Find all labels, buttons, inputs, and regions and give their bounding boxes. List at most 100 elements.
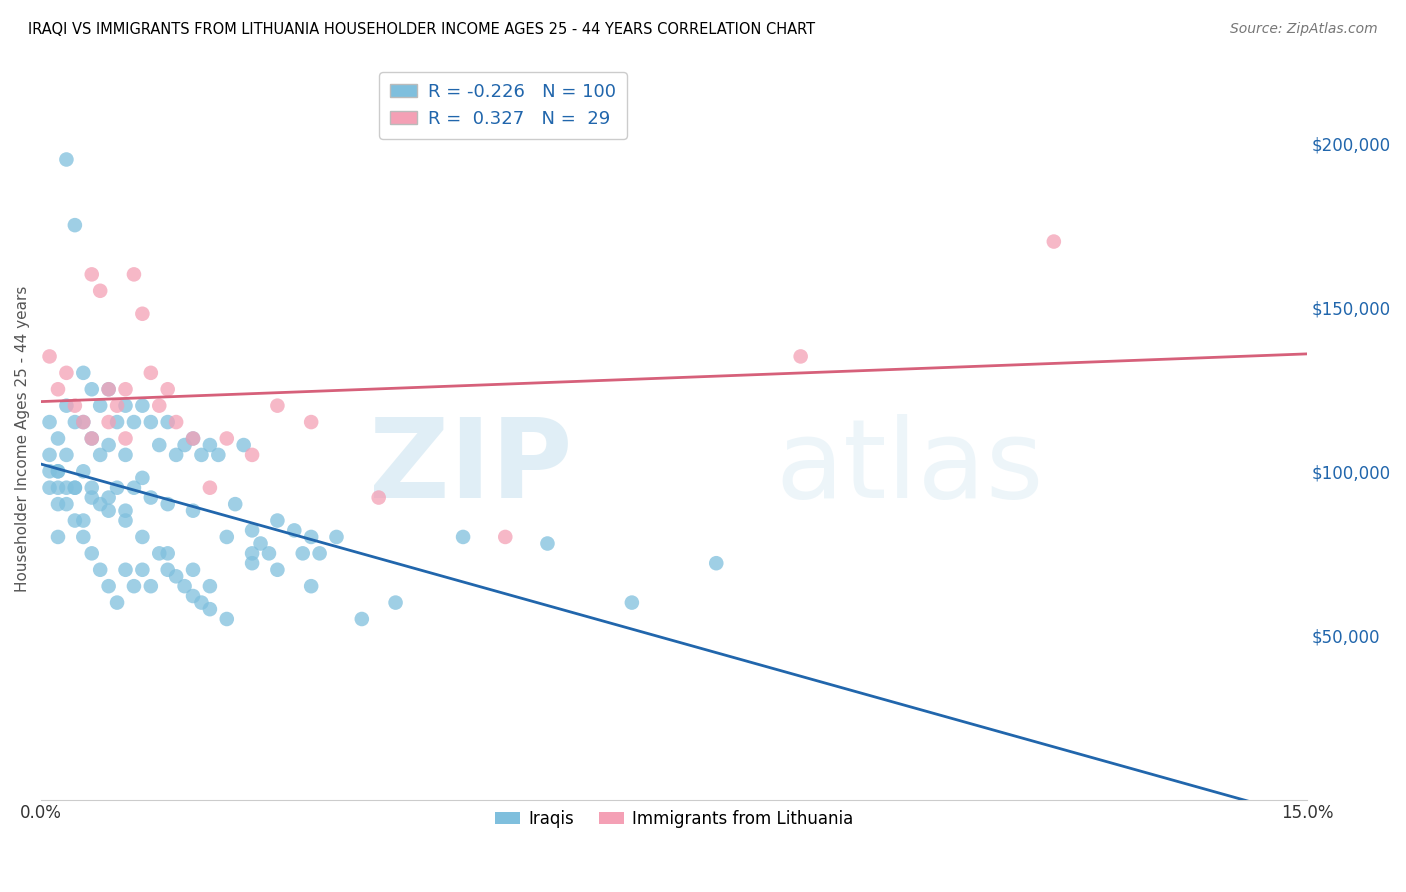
Point — [215, 612, 238, 626]
Point — [97, 382, 120, 396]
Point — [156, 497, 179, 511]
Point — [181, 504, 204, 518]
Point — [55, 448, 77, 462]
Point — [46, 497, 69, 511]
Point — [494, 530, 516, 544]
Point — [1043, 235, 1066, 249]
Point — [80, 491, 103, 505]
Point — [215, 432, 238, 446]
Point — [139, 491, 162, 505]
Point — [156, 546, 179, 560]
Point — [97, 438, 120, 452]
Point — [173, 438, 195, 452]
Point — [122, 268, 145, 282]
Point — [257, 546, 280, 560]
Point — [72, 530, 94, 544]
Point — [299, 530, 322, 544]
Point — [97, 491, 120, 505]
Point — [122, 415, 145, 429]
Point — [165, 569, 187, 583]
Point — [148, 438, 170, 452]
Y-axis label: Householder Income Ages 25 - 44 years: Householder Income Ages 25 - 44 years — [15, 285, 30, 591]
Point — [38, 481, 60, 495]
Point — [240, 556, 263, 570]
Point — [198, 438, 221, 452]
Point — [114, 382, 136, 396]
Point — [97, 382, 120, 396]
Point — [46, 382, 69, 396]
Point — [198, 579, 221, 593]
Point — [198, 481, 221, 495]
Point — [350, 612, 373, 626]
Point — [190, 448, 212, 462]
Point — [114, 399, 136, 413]
Point — [114, 563, 136, 577]
Point — [789, 350, 811, 364]
Point — [89, 448, 111, 462]
Point — [97, 504, 120, 518]
Point — [139, 366, 162, 380]
Point — [148, 546, 170, 560]
Point — [55, 366, 77, 380]
Point — [89, 399, 111, 413]
Text: Source: ZipAtlas.com: Source: ZipAtlas.com — [1230, 22, 1378, 37]
Point — [148, 399, 170, 413]
Point — [114, 448, 136, 462]
Point — [283, 524, 305, 538]
Point — [122, 579, 145, 593]
Point — [80, 481, 103, 495]
Point — [139, 579, 162, 593]
Point — [80, 546, 103, 560]
Point — [97, 579, 120, 593]
Point — [72, 415, 94, 429]
Point — [240, 524, 263, 538]
Point — [89, 563, 111, 577]
Point — [215, 530, 238, 544]
Point — [451, 530, 474, 544]
Point — [105, 399, 128, 413]
Point — [224, 497, 246, 511]
Point — [63, 399, 86, 413]
Point — [80, 432, 103, 446]
Point — [72, 366, 94, 380]
Point — [63, 218, 86, 232]
Point — [114, 514, 136, 528]
Text: ZIP: ZIP — [370, 414, 572, 521]
Point — [325, 530, 347, 544]
Point — [63, 481, 86, 495]
Point — [207, 448, 229, 462]
Point — [122, 481, 145, 495]
Point — [131, 471, 153, 485]
Point — [46, 464, 69, 478]
Point — [46, 432, 69, 446]
Point — [308, 546, 330, 560]
Point — [266, 514, 288, 528]
Point — [249, 536, 271, 550]
Point — [46, 464, 69, 478]
Point — [156, 563, 179, 577]
Point — [80, 268, 103, 282]
Point — [63, 514, 86, 528]
Point — [156, 382, 179, 396]
Point — [38, 464, 60, 478]
Point — [46, 481, 69, 495]
Legend: Iraqis, Immigrants from Lithuania: Iraqis, Immigrants from Lithuania — [488, 803, 860, 835]
Point — [536, 536, 558, 550]
Point — [165, 448, 187, 462]
Point — [173, 579, 195, 593]
Point — [291, 546, 314, 560]
Point — [181, 432, 204, 446]
Point — [190, 596, 212, 610]
Point — [139, 415, 162, 429]
Point — [240, 448, 263, 462]
Point — [240, 546, 263, 560]
Point — [89, 497, 111, 511]
Point — [63, 415, 86, 429]
Point — [105, 596, 128, 610]
Point — [181, 589, 204, 603]
Point — [38, 415, 60, 429]
Point — [266, 399, 288, 413]
Point — [266, 563, 288, 577]
Point — [105, 481, 128, 495]
Point — [232, 438, 254, 452]
